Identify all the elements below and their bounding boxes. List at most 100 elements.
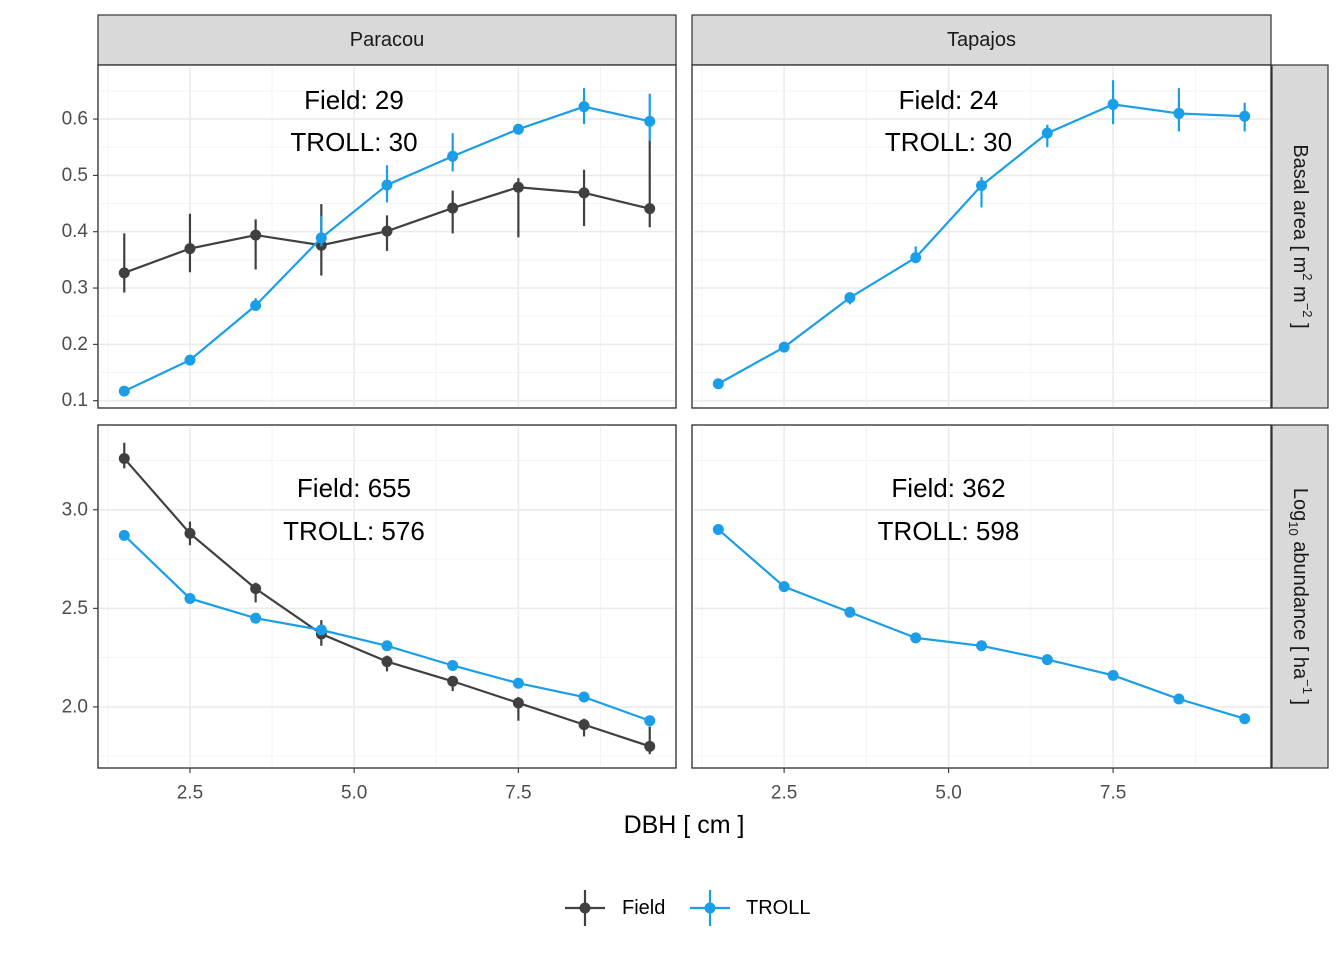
x-tick-label: 2.5 [177,783,203,804]
strip-paracou: Paracou [97,14,677,66]
data-point-troll [1239,110,1251,122]
data-point-troll [381,640,393,652]
y-tick-label: 2.0 [62,696,88,717]
annotation-troll-count: TROLL: 30 [290,127,417,157]
data-point-troll [184,354,196,366]
data-point-troll [118,385,130,397]
strip-tapajos: Tapajos [691,14,1272,66]
data-point-troll [712,523,724,535]
y-tick-label: 0.4 [62,221,89,242]
data-point-troll [315,232,327,244]
panel-border-paracou-abundance [97,424,677,769]
data-point-troll [778,341,790,353]
data-point-troll [910,632,922,644]
data-point-troll [381,179,393,191]
panel-background-tapajos-basal [691,64,1272,409]
panel-paracou-abundance: 2.0 2.5 3.0 2.5 5.0 7.5 Field: 655 TROLL: 576 [62,424,677,804]
panel-tapajos-abundance: 2.5 5.0 7.5 Field: 362 TROLL: 598 [691,424,1272,804]
data-point-field [447,675,459,687]
data-point-troll [778,581,790,593]
strip-label-abundance: Log10 abundance [ ha−1 ] [1287,488,1316,705]
data-point-troll [910,252,922,264]
data-point-troll [1173,107,1185,119]
y-tick-label: 0.1 [62,390,88,411]
x-tick-label: 7.5 [505,783,531,804]
data-point-troll [1173,693,1185,705]
data-point-troll [644,115,656,127]
data-point-field [184,527,196,539]
data-point-troll [184,592,196,604]
data-point-field [381,656,393,668]
x-tick-label: 5.0 [341,783,367,804]
data-point-troll [512,123,524,135]
strip-basal-area: Basal area [ m2 m−2 ] [1271,64,1329,409]
data-point-troll [712,378,724,390]
strip-label-paracou: Paracou [350,29,425,51]
data-point-field [578,719,590,731]
data-point-troll [1041,127,1053,139]
strip-abundance: Log10 abundance [ ha−1 ] [1271,424,1329,769]
annotation-troll-count: TROLL: 30 [885,127,1012,157]
data-point-troll [976,640,987,652]
legend-item-troll: TROLL [690,890,810,926]
data-point-troll [644,715,656,727]
data-point-field [644,203,656,215]
panel-border-paracou-basal [97,64,677,409]
y-tick-label: 0.3 [62,278,88,299]
data-point-troll [578,101,590,113]
data-point-field [381,225,393,237]
annotation-troll-count: TROLL: 576 [283,516,425,546]
panel-paracou-basal: 0.1 0.2 0.3 0.4 0.5 0.6 Field: 29 TROLL: 30 [62,64,677,411]
legend-label-field: Field [622,897,665,919]
legend-key-field-point [579,902,591,914]
data-point-troll [512,677,524,689]
data-point-field [447,202,459,214]
data-point-troll [1041,654,1053,666]
data-point-field [118,267,130,279]
panel-border-tapajos-abundance [691,424,1272,769]
data-point-field [250,229,262,241]
data-point-field [578,187,590,199]
x-axis-title: DBH [ cm ] [624,811,745,839]
data-point-troll [1107,669,1119,681]
legend: Field TROLL [565,890,810,926]
data-point-field [118,453,130,465]
x-tick-label: 2.5 [771,783,797,804]
legend-label-troll: TROLL [746,897,810,919]
y-tick-label: 3.0 [62,499,88,520]
annotation-field-count: Field: 655 [297,473,411,503]
strip-label-tapajos: Tapajos [947,29,1016,51]
annotation-field-count: Field: 29 [304,85,404,115]
y-tick-label: 2.5 [62,598,88,619]
data-point-troll [976,180,987,192]
data-point-troll [118,529,130,541]
data-point-troll [250,299,262,311]
data-point-troll [844,606,856,618]
data-point-field [250,583,262,595]
data-point-troll [1239,713,1251,725]
panel-tapajos-basal: Field: 24 TROLL: 30 [691,64,1272,409]
y-tick-label: 0.5 [62,165,88,186]
data-point-troll [250,612,262,624]
legend-item-field: Field [565,890,665,926]
data-point-field [512,697,524,709]
data-point-troll [447,150,459,162]
y-tick-label: 0.2 [62,334,88,355]
data-point-troll [1107,98,1119,110]
data-point-troll [447,659,459,671]
annotation-field-count: Field: 24 [899,85,999,115]
x-tick-label: 5.0 [935,783,961,804]
data-point-field [184,243,196,255]
data-point-troll [315,624,327,636]
strip-label-basal-area: Basal area [ m2 m−2 ] [1289,144,1316,328]
x-tick-label: 7.5 [1100,783,1126,804]
legend-key-troll-point [704,902,716,914]
annotation-troll-count: TROLL: 598 [878,516,1020,546]
annotation-field-count: Field: 362 [891,473,1005,503]
data-point-field [644,740,656,752]
y-tick-label: 0.6 [62,109,88,130]
data-point-field [512,181,524,193]
data-point-troll [844,292,856,304]
